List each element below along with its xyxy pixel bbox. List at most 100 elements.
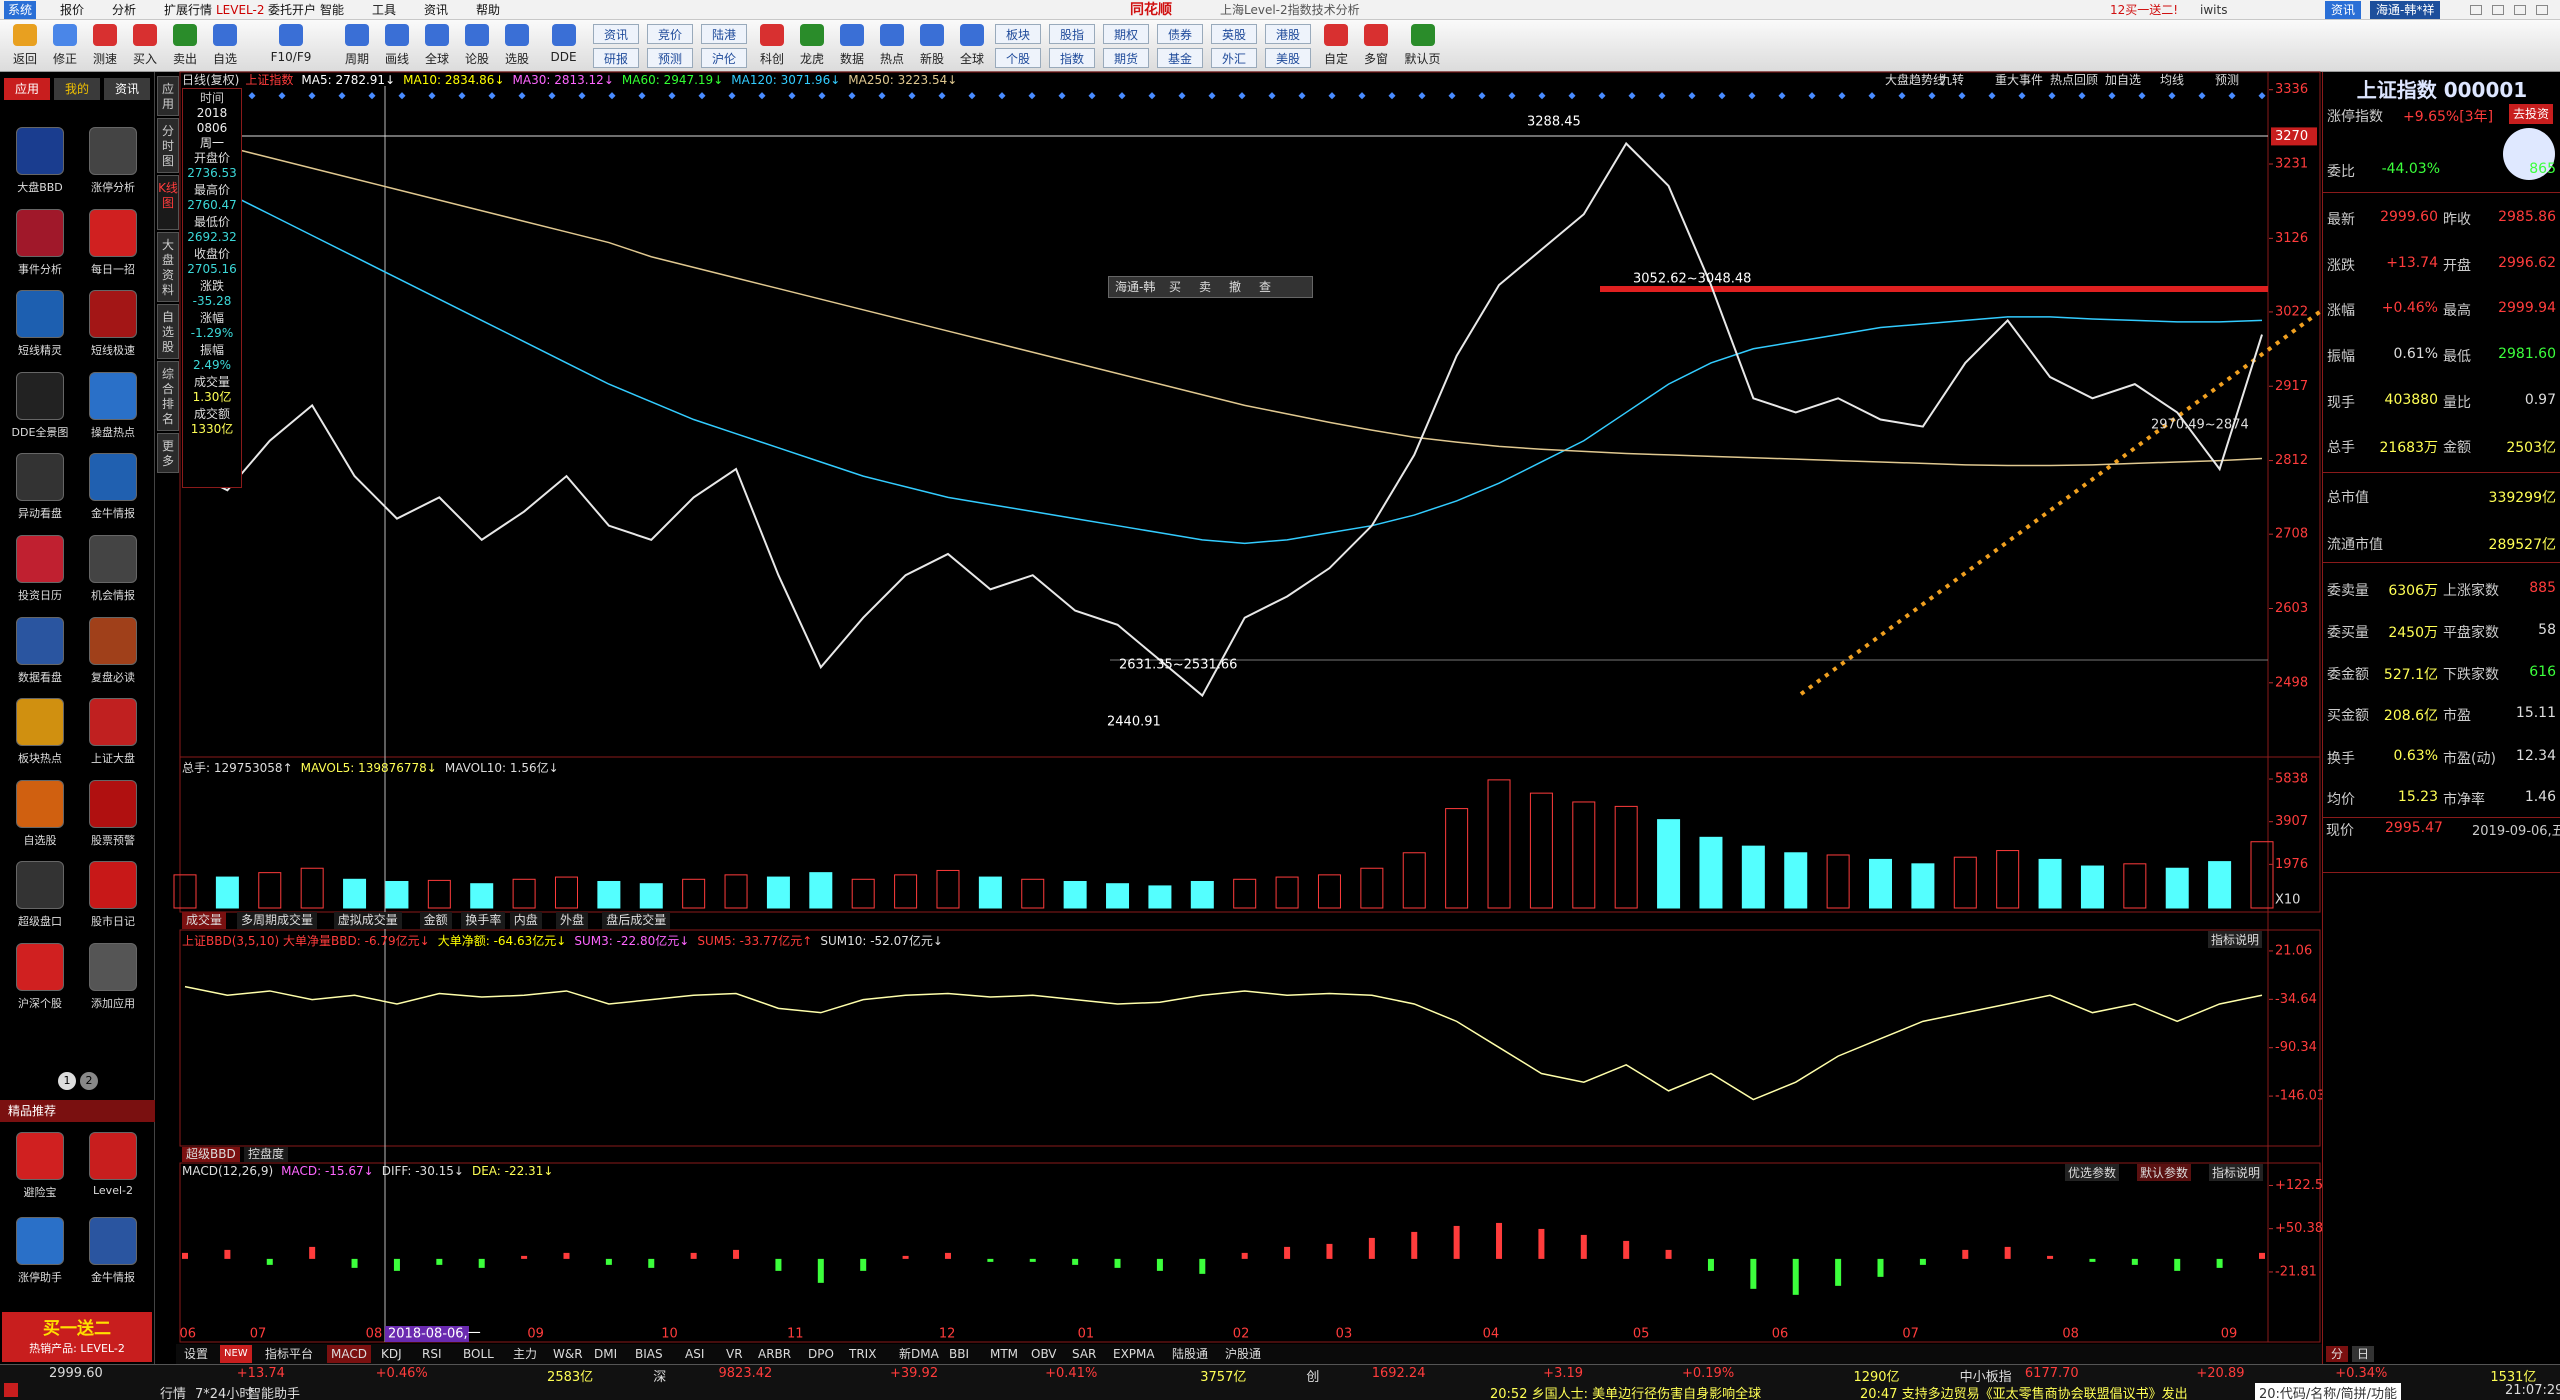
indicator-tab[interactable]: 内盘 <box>509 912 542 929</box>
indicator-tab[interactable]: W&R <box>553 1347 583 1361</box>
app-icon[interactable] <box>16 127 64 175</box>
chart-option[interactable]: 热点回顾 <box>2050 73 2099 87</box>
toolbar-button[interactable]: 热点 <box>879 52 904 66</box>
menu-item[interactable]: 系统 <box>4 1 37 19</box>
toolbar-button[interactable]: 卖出 <box>172 52 197 66</box>
indicator-tab[interactable]: DMI <box>594 1347 618 1361</box>
app-label[interactable]: 板块热点 <box>18 752 62 766</box>
toolbar-button[interactable]: 全球 <box>424 52 449 66</box>
app-label[interactable]: Level-2 <box>92 1184 133 1197</box>
indicator-tab[interactable]: 外盘 <box>556 912 589 929</box>
window-control[interactable] <box>2470 5 2482 15</box>
indicator-tab[interactable]: ASI <box>685 1347 705 1361</box>
chart-option[interactable]: 大盘趋势线 <box>1885 73 1946 87</box>
app-label[interactable]: 事件分析 <box>18 262 62 276</box>
toolbar-button[interactable]: 默认页 <box>1404 52 1441 66</box>
indicator-tab[interactable]: 指标平台 <box>265 1347 314 1361</box>
menu-item[interactable]: 智能 <box>320 3 345 17</box>
window-control[interactable] <box>2492 5 2504 15</box>
indicator-tab[interactable]: 设置 <box>184 1347 209 1361</box>
indicator-tab[interactable]: 虚拟成交量 <box>333 912 402 929</box>
app-label[interactable]: 短线精灵 <box>18 344 62 358</box>
trade-button[interactable]: 卖 <box>1199 280 1212 294</box>
menu-item[interactable]: 资讯 <box>424 3 449 17</box>
param-button[interactable]: 默认参数 <box>2137 1164 2192 1181</box>
app-label[interactable]: 金牛情报 <box>91 507 135 521</box>
app-icon[interactable] <box>16 535 64 583</box>
indicator-tab[interactable]: 沪股通 <box>1225 1347 1262 1361</box>
indicator-tab[interactable]: BOLL <box>463 1347 494 1361</box>
toolbar-button[interactable]: 返回 <box>12 52 37 66</box>
toolbar-button[interactable]: 资讯 <box>593 24 639 44</box>
app-label[interactable]: 短线极速 <box>91 344 135 358</box>
sidebar-tab[interactable]: 我的 <box>54 78 100 100</box>
toolbar-button[interactable]: 自选 <box>212 52 237 66</box>
app-label[interactable]: 异动看盘 <box>18 507 62 521</box>
app-label[interactable]: 股市日记 <box>91 915 135 929</box>
param-button[interactable]: 优选参数 <box>2065 1164 2120 1181</box>
app-label[interactable]: 机会情报 <box>91 589 135 602</box>
view-tab[interactable]: 自选股 <box>157 304 179 359</box>
trade-button[interactable]: 查 <box>1259 280 1272 294</box>
toolbar-button[interactable]: 数据 <box>839 52 864 66</box>
toolbar-button[interactable]: 期货 <box>1103 48 1149 68</box>
sidebar-tab[interactable]: 资讯 <box>104 78 150 100</box>
trade-button[interactable]: 撤 <box>1229 280 1242 294</box>
account-name[interactable]: 海通-韩*祥 <box>2370 1 2441 19</box>
toolbar-button[interactable]: 美股 <box>1265 48 1311 68</box>
app-icon[interactable] <box>89 1132 137 1180</box>
toolbar-button[interactable]: 预测 <box>647 48 693 68</box>
toolbar-button[interactable]: 自定 <box>1323 52 1348 66</box>
toolbar-button[interactable]: 论股 <box>464 52 489 66</box>
menu-item[interactable]: 扩展行情 <box>164 3 213 17</box>
toolbar-button[interactable]: 科创 <box>759 52 784 66</box>
app-icon[interactable] <box>89 535 137 583</box>
app-label[interactable]: 涨停分析 <box>91 181 135 194</box>
toolbar-button[interactable]: 债券 <box>1157 24 1203 44</box>
menu-item[interactable]: 帮助 <box>476 3 501 17</box>
indicator-tab[interactable]: 控盘度 <box>244 1147 289 1162</box>
app-icon[interactable] <box>89 371 137 420</box>
app-label[interactable]: 超级盘口 <box>18 915 62 929</box>
toolbar-button[interactable]: 基金 <box>1157 48 1203 68</box>
app-label[interactable]: 复盘必读 <box>91 670 135 684</box>
chart-option[interactable]: 预测 <box>2215 73 2240 87</box>
toolbar-button[interactable]: 画线 <box>384 52 409 66</box>
toolbar-button[interactable]: 竞价 <box>647 24 693 44</box>
indicator-tab[interactable]: 盘后成交量 <box>602 912 671 929</box>
chart-option[interactable]: 重大事件 <box>1995 73 2044 87</box>
menu-item[interactable]: 分析 <box>112 3 137 17</box>
menu-item[interactable]: 报价 <box>60 3 85 17</box>
indicator-tab[interactable]: KDJ <box>381 1347 402 1361</box>
app-icon[interactable] <box>89 127 137 175</box>
app-label[interactable]: 自选股 <box>23 833 57 847</box>
toolbar-button[interactable]: 修正 <box>52 52 77 66</box>
app-label[interactable]: 每日一招 <box>91 262 135 276</box>
indicator-tab[interactable]: SAR <box>1072 1347 1097 1361</box>
app-label[interactable]: 大盘BBD <box>17 181 63 194</box>
indicator-tab[interactable]: OBV <box>1031 1347 1057 1361</box>
app-icon[interactable] <box>16 208 64 257</box>
app-label[interactable]: 添加应用 <box>91 997 135 1010</box>
app-label[interactable]: 上证大盘 <box>91 752 135 766</box>
indicator-tab[interactable]: 成交量 <box>182 912 227 929</box>
toolbar-button[interactable]: 板块 <box>995 24 1041 44</box>
indicator-tab[interactable]: EXPMA <box>1113 1347 1155 1361</box>
toolbar-button[interactable]: F10/F9 <box>270 50 312 64</box>
toolbar-button[interactable]: 研报 <box>593 48 639 68</box>
indicator-tab[interactable]: TRIX <box>849 1347 877 1361</box>
indicator-tab[interactable]: DPO <box>808 1347 834 1361</box>
app-label[interactable]: 避险宝 <box>23 1186 57 1199</box>
app-icon[interactable] <box>16 1132 64 1180</box>
period-tab[interactable]: 分 <box>2326 1346 2348 1362</box>
app-icon[interactable] <box>89 208 137 257</box>
status-item[interactable]: 20:代码/名称/简拼/功能 <box>2255 1383 2402 1400</box>
app-icon[interactable] <box>16 371 64 420</box>
app-label[interactable]: 投资日历 <box>18 589 62 602</box>
toolbar-button[interactable]: 陆港 <box>701 24 747 44</box>
window-control[interactable] <box>2536 5 2548 15</box>
toolbar-button[interactable]: 全球 <box>959 52 984 66</box>
app-icon[interactable] <box>16 453 64 502</box>
toolbar-button[interactable]: 买入 <box>132 52 157 66</box>
indicator-tab[interactable]: BIAS <box>635 1347 663 1361</box>
